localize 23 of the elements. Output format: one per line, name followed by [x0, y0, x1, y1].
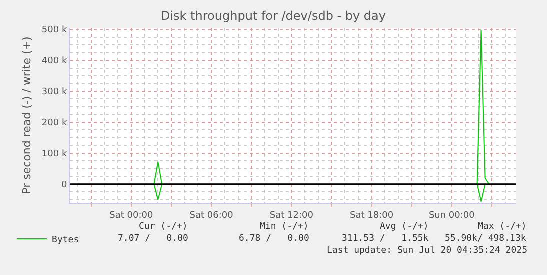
- x-tick-label: Sat 12:00: [270, 210, 314, 221]
- x-tick-label: Sat 06:00: [190, 210, 234, 221]
- text: Max (-/+): [478, 222, 527, 232]
- y-axis-title: Pr second read (-) / write (+): [20, 36, 34, 194]
- y-tick-label: 0: [61, 180, 68, 191]
- text: Cur (-/+): [139, 222, 188, 232]
- text: 55.90k/ 498.13k: [445, 234, 527, 244]
- text: Last update: Sun Jul 20 04:35:24 2025: [327, 246, 528, 256]
- text: 311.53 / 1.55k: [342, 234, 430, 244]
- y-tick-label: 300 k: [42, 88, 68, 98]
- legend-label: Bytes: [52, 236, 80, 246]
- x-tick-label: Sat 00:00: [110, 210, 154, 221]
- x-tick-label: Sun 00:00: [428, 210, 476, 221]
- text: 6.78 / 0.00: [239, 234, 310, 244]
- text: Avg (-/+): [380, 222, 429, 232]
- y-tick-label: 100 k: [42, 150, 68, 160]
- chart-title: Disk throughput for /dev/sdb - by day: [160, 9, 386, 24]
- y-tick-label: 200 k: [42, 118, 68, 129]
- y-tick-label: 500 k: [42, 26, 68, 36]
- x-tick-label: Sat 18:00: [350, 210, 394, 221]
- y-tick-label: 400 k: [42, 56, 68, 67]
- text: 7.07 / 0.00: [118, 234, 188, 244]
- text: Min (-/+): [260, 222, 309, 232]
